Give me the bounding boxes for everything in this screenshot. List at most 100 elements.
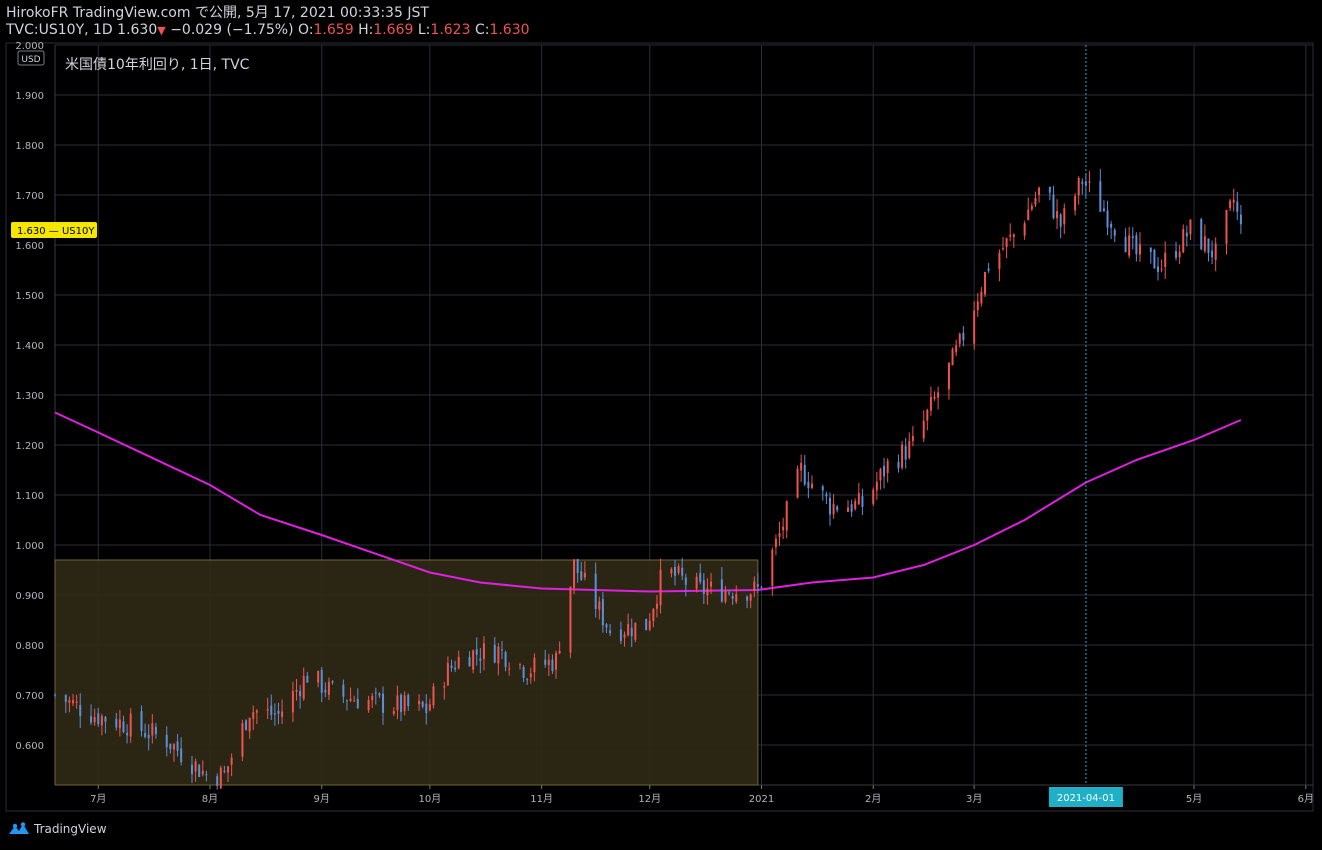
- candle-body: [836, 506, 839, 511]
- candle-body: [580, 571, 583, 580]
- candle-body: [353, 700, 356, 702]
- price-tag: [11, 222, 97, 238]
- price-change: −0.029 (−1.75%): [170, 22, 294, 38]
- candle-body: [1030, 205, 1033, 210]
- candle-body: [1211, 250, 1214, 258]
- candle-body: [1124, 236, 1127, 253]
- candle-body: [598, 601, 601, 610]
- candle-body: [252, 712, 255, 719]
- tradingview-logo-icon: [9, 822, 29, 834]
- candle-body: [623, 634, 626, 638]
- y-tick-label: 1.400: [15, 341, 44, 352]
- candle-body: [457, 656, 460, 669]
- candle-body: [879, 469, 882, 481]
- candle-body: [432, 686, 435, 706]
- candle-body: [558, 650, 561, 654]
- candle-body: [673, 566, 676, 576]
- candle-body: [378, 693, 381, 696]
- candle-body: [371, 695, 374, 701]
- candle-body: [172, 744, 175, 750]
- candle-body: [782, 526, 785, 531]
- candle-body: [320, 669, 323, 693]
- candle-body: [609, 630, 612, 633]
- candle-body: [1182, 229, 1185, 253]
- candle-body: [327, 681, 330, 695]
- currency-badge: [17, 50, 45, 66]
- candle-body: [886, 460, 889, 474]
- candle-body: [1027, 209, 1030, 221]
- candle-body: [652, 609, 655, 622]
- y-tick-label: 1.100: [15, 491, 44, 502]
- candle-body: [1005, 238, 1008, 248]
- publish-line: HirokoFR TradingView.com で公開, 5月 17, 202…: [6, 5, 429, 21]
- candle-body: [926, 409, 929, 421]
- y-tick-label: 1.700: [15, 191, 44, 202]
- candle-body: [1084, 181, 1087, 186]
- candle-body: [342, 684, 345, 697]
- candle-body: [983, 272, 986, 295]
- candle-body: [454, 667, 457, 670]
- candle-body: [973, 310, 976, 344]
- y-tick-label: 1.200: [15, 441, 44, 452]
- candle-body: [684, 577, 687, 585]
- candle-body: [1138, 244, 1141, 255]
- x-tick-label: 3月: [966, 793, 982, 805]
- candle-body: [367, 700, 370, 710]
- candle-body: [619, 629, 622, 641]
- candle-body: [1002, 248, 1005, 250]
- candle-body: [356, 698, 359, 709]
- candle-body: [573, 559, 576, 588]
- symbol-interval: TVC:US10Y, 1D: [6, 22, 113, 38]
- candle-body: [904, 446, 907, 460]
- candle-body: [497, 646, 500, 664]
- chart-header: HirokoFR TradingView.com で公開, 5月 17, 202…: [6, 5, 530, 39]
- candle-body: [421, 701, 424, 707]
- y-tick-label: 2.000: [15, 41, 44, 52]
- currency-badge-label: USD: [21, 55, 40, 65]
- candle-body: [1012, 234, 1015, 237]
- candle-body: [681, 567, 684, 576]
- candle-body: [1131, 236, 1134, 239]
- x-tick-label: 11月: [530, 793, 553, 805]
- candle-body: [677, 566, 680, 573]
- candle-body: [90, 716, 93, 723]
- y-tick-label: 0.600: [15, 741, 44, 752]
- candle-body: [951, 348, 954, 366]
- candle-body: [947, 362, 950, 390]
- x-tick-label: 7月: [90, 793, 106, 805]
- candle-body: [140, 711, 143, 732]
- candle-body: [1225, 209, 1228, 244]
- candle-body: [500, 649, 503, 651]
- candle-body: [345, 700, 348, 702]
- candle-body: [825, 494, 828, 497]
- close-value: 1.630: [489, 22, 530, 38]
- candle-body: [1160, 268, 1163, 270]
- candle-body: [277, 710, 280, 714]
- candle-body: [374, 692, 377, 694]
- candle-body: [270, 705, 273, 715]
- candle-body: [522, 666, 525, 678]
- candle-body: [724, 590, 727, 602]
- candle-body: [922, 420, 925, 439]
- candle-body: [1149, 247, 1152, 252]
- candle-body: [796, 468, 799, 498]
- candle-body: [1034, 198, 1037, 205]
- candle-body: [544, 659, 547, 665]
- footer-brand[interactable]: TradingView: [34, 822, 107, 836]
- candle-body: [266, 709, 269, 711]
- candle-body: [79, 704, 82, 716]
- candle-body: [1077, 177, 1080, 196]
- candle-body: [746, 596, 749, 601]
- candle-body: [753, 581, 756, 591]
- last-price: 1.630: [117, 22, 158, 38]
- candle-body: [645, 618, 648, 631]
- candle-body: [1185, 232, 1188, 237]
- open-value: 1.659: [313, 22, 354, 38]
- candle-body: [255, 710, 258, 713]
- candle-body: [331, 681, 334, 683]
- candle-body: [1110, 223, 1113, 228]
- candle-body: [908, 441, 911, 458]
- candle-body: [504, 652, 507, 668]
- candle-body: [227, 766, 230, 773]
